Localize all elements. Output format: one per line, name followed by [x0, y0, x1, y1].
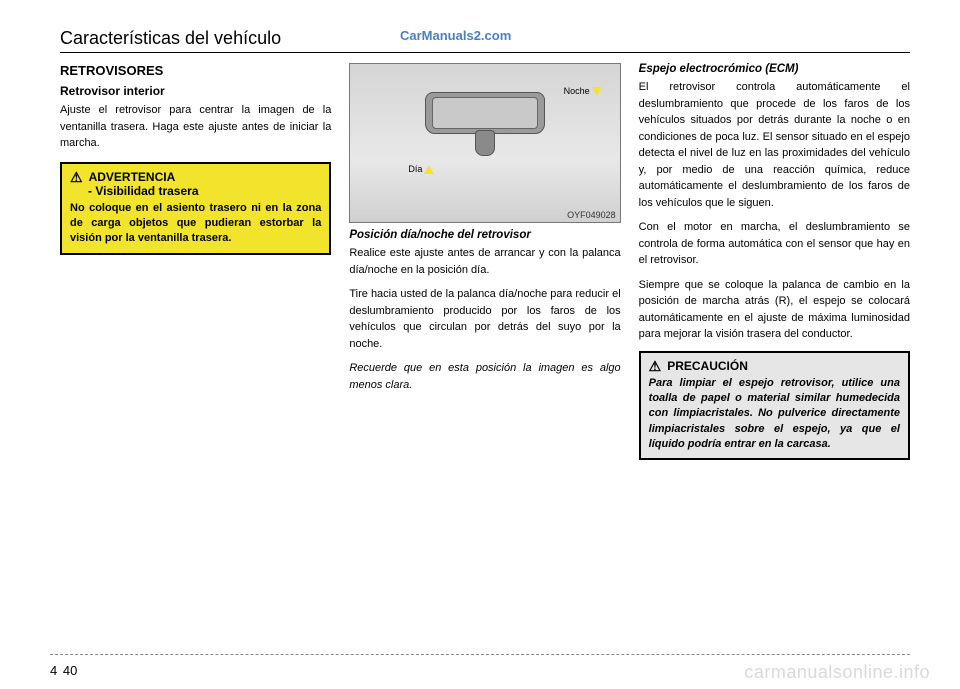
warning-text: No coloque en el asiento trasero ni en l… [70, 201, 321, 247]
page-number: 4 40 [50, 663, 77, 678]
warning-label: ADVERTENCIA [89, 170, 176, 184]
column-3: Espejo electrocrómico (ECM) El retroviso… [639, 63, 910, 460]
mirror-glass-shape [432, 97, 538, 129]
content-columns: RETROVISORES Retrovisor interior Ajuste … [60, 63, 910, 460]
caution-box: ⚠ PRECAUCIÓN Para limpiar el espejo retr… [639, 351, 910, 461]
page-footer: 4 40 [50, 654, 910, 659]
label-day: Día [408, 164, 434, 174]
label-night-text: Noche [564, 86, 590, 96]
body-paragraph: Ajuste el retrovisor para centrar la ima… [60, 102, 331, 152]
italic-paragraph: Recuerde que en esta posición la imagen … [349, 360, 620, 393]
warning-subtitle: - Visibilidad trasera [88, 184, 321, 198]
subsection-title: Retrovisor interior [60, 84, 331, 98]
body-paragraph: Siempre que se coloque la palanca de cam… [639, 277, 910, 343]
body-paragraph: Tire hacia usted de la palanca día/noche… [349, 286, 620, 352]
body-paragraph: Con el motor en marcha, el deslumbramien… [639, 219, 910, 269]
mirror-illustration: Noche Día OYF049028 [349, 63, 620, 223]
italic-heading: Espejo electrocrómico (ECM) [639, 63, 910, 75]
warning-header: ⚠ ADVERTENCIA [70, 170, 321, 184]
caution-header: ⚠ PRECAUCIÓN [649, 359, 900, 373]
label-night: Noche [564, 86, 602, 96]
caution-text: Para limpiar el espejo retrovisor, utili… [649, 376, 900, 453]
italic-heading: Posición día/noche del retrovisor [349, 229, 620, 241]
column-1: RETROVISORES Retrovisor interior Ajuste … [60, 63, 331, 460]
warning-box: ⚠ ADVERTENCIA - Visibilidad trasera No c… [60, 162, 331, 255]
warning-icon: ⚠ [70, 170, 83, 184]
body-paragraph: Realice este ajuste antes de arrancar y … [349, 245, 620, 278]
manual-page: Características del vehículo CarManuals2… [0, 0, 960, 689]
watermark-bottom: carmanualsonline.info [744, 662, 930, 683]
section-number: 4 [50, 663, 57, 678]
mirror-body-shape [425, 92, 545, 134]
caution-icon: ⚠ [649, 359, 662, 373]
label-day-text: Día [408, 164, 422, 174]
watermark-top: CarManuals2.com [400, 28, 511, 43]
caution-label: PRECAUCIÓN [667, 359, 748, 373]
page-number-value: 40 [63, 663, 77, 678]
mirror-stem-shape [475, 130, 495, 156]
arrow-down-icon [592, 87, 602, 96]
body-paragraph: El retrovisor controla automáticamente e… [639, 79, 910, 211]
arrow-up-icon [424, 165, 434, 174]
image-code: OYF049028 [567, 210, 616, 220]
section-title: RETROVISORES [60, 63, 331, 78]
column-2: Noche Día OYF049028 Posición día/noche d… [349, 63, 620, 460]
